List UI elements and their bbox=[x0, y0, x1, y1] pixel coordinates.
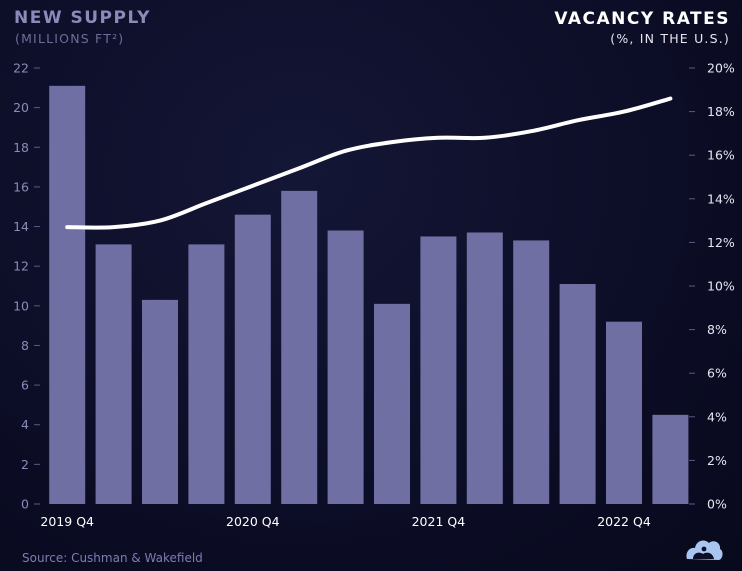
vacancy-rate-line bbox=[65, 96, 673, 230]
right-axis-tick-label: 12% bbox=[707, 235, 735, 250]
right-axis-tick-label: 14% bbox=[707, 191, 735, 206]
x-axis-tick-label: 2019 Q4 bbox=[40, 514, 94, 529]
bar bbox=[188, 244, 225, 504]
right-axis-tick-label: 4% bbox=[707, 409, 727, 424]
right-axis-subtitle: (%, IN THE U.S.) bbox=[610, 31, 730, 46]
right-axis-tick-label: 20% bbox=[707, 61, 735, 76]
bar bbox=[281, 190, 318, 504]
left-axis-title: NEW SUPPLY bbox=[14, 8, 151, 28]
left-axis-tick-label: 4 bbox=[21, 417, 29, 432]
bar bbox=[234, 214, 271, 504]
bar bbox=[513, 240, 550, 504]
right-axis-tick-label: 2% bbox=[707, 453, 727, 468]
x-axis-tick-label: 2020 Q4 bbox=[226, 514, 280, 529]
bar bbox=[374, 303, 410, 504]
right-axis-title: VACANCY RATES bbox=[554, 9, 730, 29]
left-axis-tick-label: 0 bbox=[21, 497, 29, 512]
left-axis-subtitle: (MILLIONS FT²) bbox=[15, 31, 125, 46]
brain-cloud-logo-icon bbox=[686, 540, 723, 560]
bar bbox=[606, 321, 642, 504]
source-note: Source: Cushman & Wakefield bbox=[22, 551, 203, 565]
bar bbox=[142, 299, 178, 504]
bar bbox=[95, 244, 132, 504]
right-axis-tick-label: 6% bbox=[707, 366, 727, 381]
left-axis-tick-label: 10 bbox=[13, 298, 29, 313]
left-axis-tick-label: 16 bbox=[13, 179, 29, 194]
bar bbox=[327, 230, 364, 504]
left-axis-tick-label: 22 bbox=[13, 61, 29, 76]
right-axis-tick-label: 18% bbox=[707, 104, 735, 119]
right-axis-tick-label: 8% bbox=[707, 322, 727, 337]
x-axis-tick-label: 2022 Q4 bbox=[597, 514, 651, 529]
x-axis-tick-label: 2021 Q4 bbox=[412, 514, 466, 529]
left-axis-tick-label: 18 bbox=[13, 140, 29, 155]
bar bbox=[652, 414, 689, 504]
left-axis-tick-label: 8 bbox=[21, 338, 29, 353]
left-axis-tick-label: 6 bbox=[21, 378, 29, 393]
right-axis-tick-label: 10% bbox=[707, 279, 735, 294]
bar bbox=[420, 236, 457, 505]
bar bbox=[466, 232, 503, 504]
right-axis-tick-label: 0% bbox=[707, 497, 727, 512]
left-axis-tick-label: 12 bbox=[13, 259, 29, 274]
bar bbox=[559, 284, 596, 504]
left-axis-tick-label: 14 bbox=[13, 219, 29, 234]
left-axis-tick-label: 2 bbox=[21, 457, 29, 472]
left-axis-tick-label: 20 bbox=[13, 100, 29, 115]
bar bbox=[49, 85, 86, 504]
right-axis-tick-label: 16% bbox=[707, 148, 735, 163]
